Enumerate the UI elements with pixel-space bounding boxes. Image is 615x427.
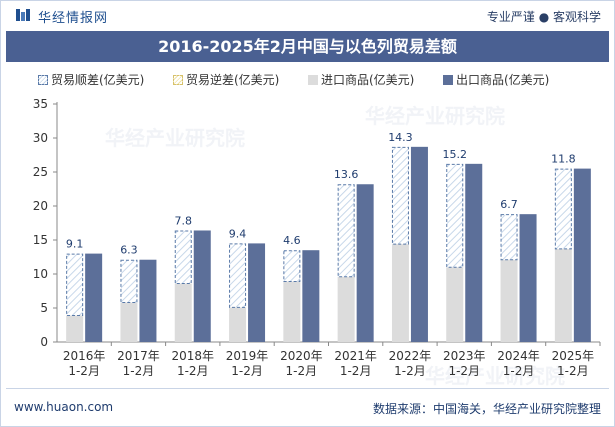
x-tick-label: 1-2月 (340, 364, 372, 378)
surplus-bar (500, 214, 518, 261)
x-tick-label: 1-2月 (286, 364, 318, 378)
y-tick-label: 5 (40, 301, 48, 315)
import-bar (446, 267, 464, 342)
data-label-group: 9.1 6.3 7.8 9.4 4.6 13.6 14.3 15.2 6.7 11.8 (66, 131, 576, 257)
surplus-bar (337, 184, 355, 278)
surplus-data-label: 14.3 (388, 131, 413, 144)
import-bar (174, 283, 192, 342)
bar-chart: 0 5 10 15 20 25 30 35 9.1 6.3 7.8 9.4 4.6 13.6 14.3 15… (33, 97, 601, 378)
x-tick-label: 2017年 (117, 349, 160, 363)
legend-label-export: 出口商品(亿美元) (456, 73, 550, 87)
x-tick-label: 1-2月 (68, 364, 100, 378)
x-tick-label: 2019年 (226, 349, 269, 363)
x-tick-label: 2018年 (171, 349, 214, 363)
bar-series-group (66, 146, 591, 342)
surplus-data-label: 13.6 (334, 168, 359, 181)
x-tick-label: 2022年 (389, 349, 432, 363)
legend-label-surplus: 贸易顺差(亿美元) (51, 73, 145, 87)
export-bar (193, 230, 211, 342)
import-bar (391, 244, 409, 342)
top-bar: 华经情报网 专业严谨 ● 客观科学 (0, 0, 615, 30)
x-tick-label: 1-2月 (231, 364, 263, 378)
legend-swatch-export (443, 75, 453, 85)
import-bar (66, 315, 84, 342)
brand-slogan: 专业严谨 ● 客观科学 (486, 10, 601, 24)
legend-label-import: 进口商品(亿美元) (321, 73, 415, 87)
export-bar (139, 259, 157, 342)
legend-item-export: 出口商品(亿美元) (443, 71, 549, 88)
y-tick-label: 25 (33, 165, 48, 179)
x-tick-label: 2021年 (334, 349, 377, 363)
legend-item-import: 进口商品(亿美元) (308, 71, 414, 88)
legend-swatch-surplus (38, 75, 48, 85)
x-tick-label: 1-2月 (503, 364, 535, 378)
legend-swatch-deficit (173, 75, 183, 85)
surplus-bar (120, 259, 138, 304)
x-tick-label: 2025年 (552, 349, 595, 363)
chart-title: 2016-2025年2月中国与以色列贸易差额 (158, 37, 457, 56)
surplus-data-label: 9.4 (229, 227, 247, 240)
legend-item-surplus: 贸易顺差(亿美元) (38, 71, 144, 88)
export-bar (573, 168, 591, 342)
y-tick-label: 10 (33, 267, 48, 281)
huajing-logo-icon (16, 9, 30, 21)
y-tick-label: 30 (33, 131, 48, 145)
export-bar (410, 146, 428, 342)
y-tick-label: 15 (33, 233, 48, 247)
import-bar (120, 302, 138, 342)
surplus-data-label: 6.3 (120, 244, 138, 257)
title-bar: 2016-2025年2月中国与以色列贸易差额 (6, 31, 609, 62)
x-tick-label: 2023年 (443, 349, 486, 363)
export-bar (519, 214, 537, 342)
footer-source: 数据来源：中国海关，华经产业研究院整理 (372, 402, 601, 416)
x-tick-label: 1-2月 (177, 364, 209, 378)
y-tick-label: 35 (33, 97, 48, 111)
x-tick-label: 2024年 (497, 349, 540, 363)
import-bar (554, 248, 572, 342)
surplus-bar (66, 253, 84, 316)
x-tick-label: 1-2月 (557, 364, 589, 378)
brand-name: 华经情报网 (38, 11, 109, 26)
surplus-data-label: 15.2 (443, 148, 468, 161)
x-tick-label: 1-2月 (394, 364, 426, 378)
x-tick-label: 2020年 (280, 349, 323, 363)
surplus-bar (229, 243, 247, 308)
surplus-data-label: 9.1 (66, 238, 84, 251)
surplus-bar (446, 163, 464, 268)
import-bar (500, 259, 518, 342)
x-tick-label: 1-2月 (448, 364, 480, 378)
legend-label-deficit: 贸易逆差(亿美元) (186, 73, 280, 87)
footer-website: www.huaon.com (14, 400, 114, 414)
surplus-bar (174, 230, 192, 285)
legend-item-deficit: 贸易逆差(亿美元) (173, 71, 279, 88)
surplus-bar (283, 250, 301, 282)
y-tick-label: 0 (40, 335, 48, 349)
export-bar (85, 253, 103, 342)
export-bar (248, 243, 266, 342)
x-tick-label: 1-2月 (123, 364, 155, 378)
import-bar (229, 307, 247, 342)
x-axis: 2016年1-2月2017年1-2月2018年1-2月2019年1-2月2020… (63, 342, 601, 378)
export-bar (356, 184, 374, 342)
import-bar (283, 281, 301, 342)
y-tick-label: 20 (33, 199, 48, 213)
surplus-data-label: 4.6 (283, 234, 301, 247)
export-bar (302, 250, 320, 342)
footer-divider (6, 388, 609, 389)
surplus-data-label: 6.7 (500, 198, 518, 211)
surplus-bar (554, 168, 572, 250)
import-bar (337, 276, 355, 342)
legend-swatch-import (308, 75, 318, 85)
export-bar (465, 163, 483, 342)
x-tick-label: 2016年 (63, 349, 106, 363)
surplus-data-label: 7.8 (175, 214, 193, 227)
surplus-bar (391, 146, 409, 245)
surplus-data-label: 11.8 (551, 153, 576, 166)
